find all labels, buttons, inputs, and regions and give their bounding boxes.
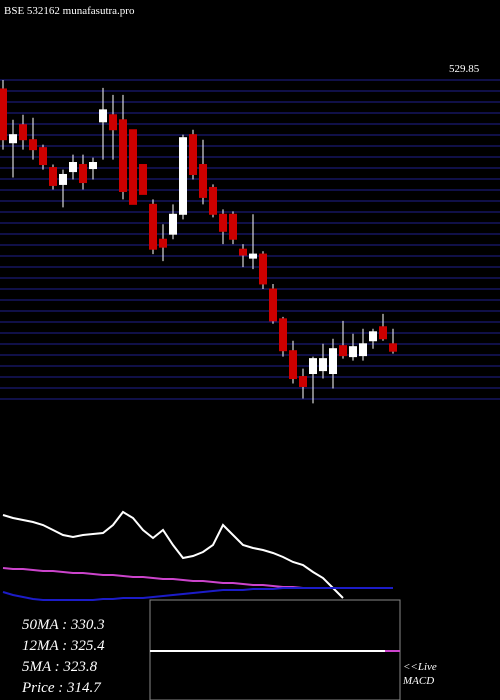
candle-body (179, 137, 187, 215)
indicator-line (2, 587, 393, 601)
candle-body (339, 345, 347, 357)
candle-body (369, 331, 377, 342)
candle-body (349, 346, 357, 358)
ma-label: 50MA : 330.3 (22, 617, 105, 633)
candle-body (329, 348, 337, 375)
candle-body (129, 129, 137, 205)
indicator-line (2, 510, 344, 599)
candle-body (159, 238, 167, 248)
price-label: Price : 314.7 (21, 680, 102, 696)
candle-body (139, 164, 147, 195)
candle-body (239, 248, 247, 256)
candle-body (69, 162, 77, 173)
candle-body (289, 350, 297, 380)
candle-body (379, 326, 387, 340)
candle-body (149, 203, 157, 250)
candle-body (119, 119, 127, 192)
candle-body (219, 213, 227, 232)
candle-body (109, 114, 117, 131)
chart-title: BSE 532162 munafasutra.pro (4, 5, 135, 17)
candle-body (89, 162, 97, 170)
candle-body (79, 164, 87, 184)
candle-body (319, 358, 327, 372)
candle-body (259, 253, 267, 285)
ma-label: 5MA : 323.8 (22, 659, 98, 675)
candle-body (269, 288, 277, 322)
candle-body (279, 318, 287, 352)
candle-body (209, 186, 217, 215)
candle-body (19, 124, 27, 141)
candle-body (189, 134, 197, 175)
candle-body (309, 358, 317, 375)
ma-label: 12MA : 325.4 (22, 638, 105, 654)
top-price-label: 529.85 (449, 63, 480, 75)
candle-body (249, 253, 257, 259)
candle-body (389, 343, 397, 352)
candle-body (299, 376, 307, 387)
candle-body (29, 139, 37, 151)
candle-body (9, 134, 17, 144)
candle-body (59, 173, 67, 185)
candle-body (229, 213, 237, 240)
candle-body (39, 147, 47, 166)
candle-body (199, 164, 207, 198)
candle-body (99, 109, 107, 123)
indicator-line (2, 567, 393, 589)
candle-body (0, 88, 7, 141)
grid (0, 79, 500, 400)
macd-label: MACD (402, 675, 434, 687)
live-label: <<Live (403, 661, 437, 673)
candle-body (359, 343, 367, 357)
candle-body (49, 167, 57, 186)
candle-body (169, 213, 177, 235)
